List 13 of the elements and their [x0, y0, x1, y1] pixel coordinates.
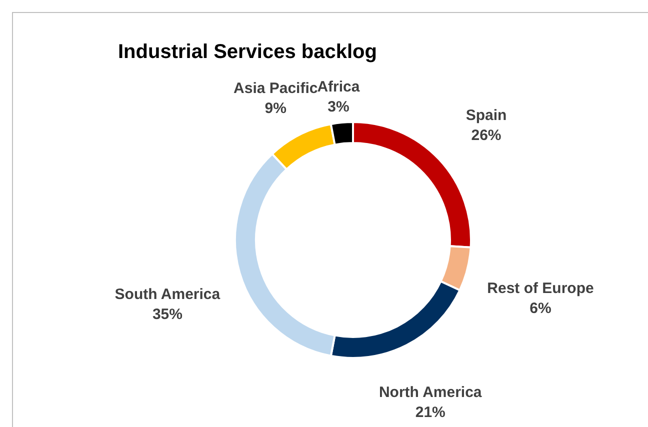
data-label: 6%	[530, 300, 552, 318]
slice-label: Asia Pacific	[234, 80, 318, 98]
slice-label: North America	[378, 384, 482, 401]
slice-label: Spain	[466, 106, 507, 124]
data-label: 26%	[471, 126, 502, 144]
slice-label: Africa	[317, 78, 360, 96]
data-label: 21%	[415, 404, 446, 421]
slice-label: South America	[114, 286, 221, 303]
chart-title: Industrial Services backlog	[118, 41, 377, 63]
slice-label: Rest of Europe	[487, 280, 594, 298]
data-label: 9%	[264, 100, 286, 118]
data-label: 35%	[152, 306, 182, 323]
data-label: 3%	[328, 98, 350, 116]
